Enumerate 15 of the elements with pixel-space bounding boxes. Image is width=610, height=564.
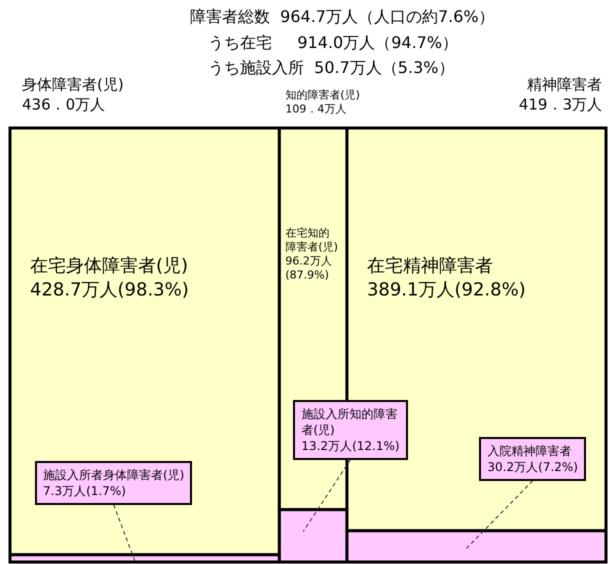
data-label: 施設入所者身体障害者(児) 7.3万人(1.7%) <box>35 460 192 505</box>
category-label: 知的障害者(児) <box>285 88 360 102</box>
text: 障害者総数 964.7万人（人口の約7.6%） <box>190 7 495 26</box>
category-label: 精神障害者 <box>527 75 602 94</box>
text: 109．4万人 <box>285 102 346 116</box>
data-label: 在宅知的障害者(児) 96.2万人 (87.9%) <box>285 226 338 282</box>
category-label: 身体障害者(児) <box>22 75 124 94</box>
data-label: 施設入所知的障害者(児) 13.2万人(12.1%) <box>293 400 408 460</box>
text: うち施設入所 50.7万人（5.3%） <box>208 58 454 78</box>
text: うち在宅 914.0万人（94.7%） <box>208 33 458 52</box>
data-label: 在宅身体障害者(児) 428.7万人(98.3%) <box>30 256 189 301</box>
data-label: 在宅精神障害者 389.1万人(92.8%) <box>366 256 526 301</box>
text: 436．0万人 <box>22 95 106 114</box>
data-label: 入院精神障害者 30.2万人(7.2%) <box>479 436 586 481</box>
text: 419．3万人 <box>518 95 602 114</box>
